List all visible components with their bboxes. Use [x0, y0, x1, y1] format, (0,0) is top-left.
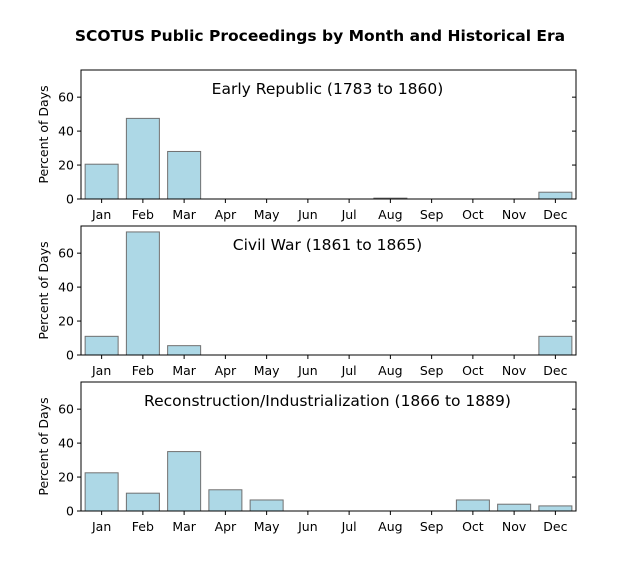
- panel-2: Jan Feb Mar Apr May Jun Jul Aug Sep Oct Nov Dec 0 20 4…: [36, 225, 577, 378]
- x-tick-label: Aug: [378, 207, 402, 222]
- bar-oct: [455, 499, 490, 512]
- axes-frame: [80, 381, 577, 512]
- x-tick-label: Oct: [462, 363, 484, 378]
- x-tick-label: Jun: [297, 519, 318, 534]
- y-tick-label: 0: [66, 192, 74, 207]
- bar-feb: [125, 492, 160, 512]
- x-tick-label: Jan: [91, 207, 111, 222]
- bar-nov: [497, 503, 532, 512]
- panel-label: Civil War (1861 to 1865): [233, 236, 422, 254]
- x-tick-label: May: [254, 363, 280, 378]
- bar-feb: [125, 231, 160, 356]
- x-tick-label: Feb: [132, 363, 154, 378]
- y-tick-label: 60: [58, 246, 74, 261]
- y-tick-label: 60: [58, 90, 74, 105]
- bar-mar: [167, 451, 202, 512]
- x-tick-label: Dec: [543, 363, 567, 378]
- x-tick-label: Jan: [91, 363, 111, 378]
- bar-mar: [167, 150, 202, 200]
- x-tick-label: Jul: [341, 207, 357, 222]
- x-tick-label: Dec: [543, 519, 567, 534]
- bar-may: [249, 499, 284, 512]
- bar-jan: [84, 335, 119, 356]
- bar-jan: [84, 472, 119, 512]
- bar-dec: [538, 191, 573, 200]
- y-tick-label: 0: [66, 348, 74, 363]
- x-tick-label: May: [254, 207, 280, 222]
- y-tick-label: 40: [58, 280, 74, 295]
- x-tick-label: May: [254, 519, 280, 534]
- x-tick-label: Aug: [378, 363, 402, 378]
- x-tick-label: Apr: [215, 519, 237, 534]
- panel-label: Reconstruction/Industrialization (1866 t…: [144, 392, 511, 410]
- x-tick-label: Jun: [297, 363, 318, 378]
- y-axis-label: Percent of Days: [36, 397, 51, 495]
- y-tick-label: 20: [58, 158, 74, 173]
- x-tick-label: Jul: [341, 363, 357, 378]
- x-tick-label: Feb: [132, 519, 154, 534]
- x-tick-label: Sep: [420, 519, 444, 534]
- panel-1: Jan Feb Mar Apr May Jun Jul Aug Sep Oct Nov Dec 0 20 4…: [36, 69, 577, 222]
- x-tick-label: Sep: [420, 207, 444, 222]
- y-axis-label: Percent of Days: [36, 85, 51, 183]
- y-tick-label: 20: [58, 470, 74, 485]
- chart-panels: Jan Feb Mar Apr May Jun Jul Aug Sep Oct Nov Dec 0 20 4…: [36, 69, 577, 534]
- y-axis-label: Percent of Days: [36, 241, 51, 339]
- y-tick-label: 0: [66, 504, 74, 519]
- bar-jan: [84, 163, 119, 200]
- x-tick-label: Jun: [297, 207, 318, 222]
- bar-dec: [538, 335, 573, 356]
- x-tick-label: Aug: [378, 519, 402, 534]
- x-tick-label: Feb: [132, 207, 154, 222]
- x-tick-label: Apr: [215, 207, 237, 222]
- y-tick-label: 40: [58, 436, 74, 451]
- bar-mar: [167, 345, 202, 356]
- axes-frame: [80, 225, 577, 356]
- x-tick-label: Oct: [462, 519, 484, 534]
- axes-frame: [80, 69, 577, 200]
- y-tick-label: 20: [58, 314, 74, 329]
- x-tick-label: Jul: [341, 519, 357, 534]
- x-tick-label: Sep: [420, 363, 444, 378]
- x-tick-label: Nov: [502, 363, 527, 378]
- y-tick-label: 40: [58, 124, 74, 139]
- x-tick-label: Mar: [172, 519, 196, 534]
- chart-title: SCOTUS Public Proceedings by Month and H…: [75, 27, 565, 45]
- x-tick-label: Apr: [215, 363, 237, 378]
- x-tick-label: Nov: [502, 207, 527, 222]
- bar-dec: [538, 505, 573, 512]
- panel-3: Jan Feb Mar Apr May Jun Jul Aug Sep Oct Nov Dec 0 20 4…: [36, 381, 577, 534]
- x-tick-label: Dec: [543, 207, 567, 222]
- x-tick-label: Jan: [91, 519, 111, 534]
- bar-apr: [208, 489, 243, 512]
- x-tick-label: Nov: [502, 519, 527, 534]
- x-tick-label: Mar: [172, 207, 196, 222]
- panel-label: Early Republic (1783 to 1860): [212, 80, 444, 98]
- y-tick-label: 60: [58, 402, 74, 417]
- bar-feb: [125, 117, 160, 200]
- x-tick-label: Oct: [462, 207, 484, 222]
- x-tick-label: Mar: [172, 363, 196, 378]
